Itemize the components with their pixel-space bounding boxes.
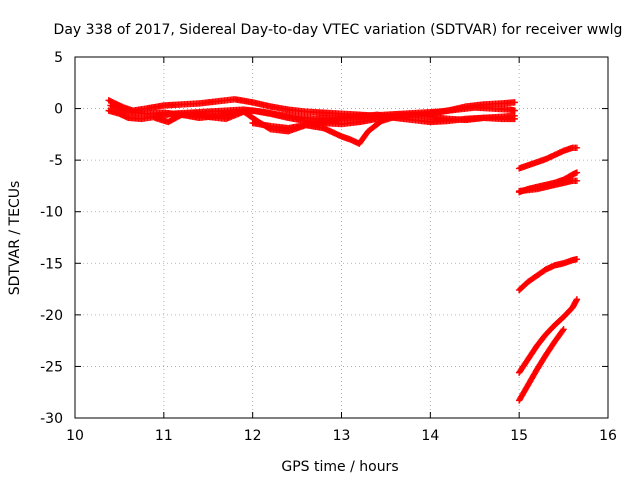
y-tick-label: -25	[40, 359, 63, 375]
data-point	[573, 144, 581, 151]
data-point	[511, 115, 518, 123]
series-11	[515, 326, 567, 404]
data-point	[560, 326, 567, 333]
x-tick-label: 16	[599, 428, 617, 444]
data-point	[573, 177, 581, 184]
series-8	[515, 177, 581, 195]
series-10	[515, 296, 581, 376]
data-points	[105, 96, 581, 404]
x-axis-label: GPS time / hours	[281, 459, 398, 475]
y-tick-label: -15	[40, 256, 63, 272]
axis-ticks: 10 11 12 13 14 15 16 5 0 -5 -10 -15 -20 -25 -30	[40, 50, 617, 444]
x-tick-label: 10	[66, 428, 84, 444]
x-tick-label: 11	[155, 428, 173, 444]
data-point	[573, 296, 581, 303]
x-tick-label: 14	[421, 428, 439, 444]
x-tick-label: 12	[244, 428, 262, 444]
data-point	[573, 255, 581, 263]
series-5	[249, 111, 518, 132]
y-tick-label: -20	[40, 308, 63, 324]
series-9	[515, 255, 581, 294]
y-tick-label: -30	[40, 411, 63, 427]
y-tick-label: 5	[54, 50, 63, 66]
x-tick-label: 15	[510, 428, 528, 444]
y-tick-label: -10	[40, 205, 63, 221]
x-tick-label: 13	[333, 428, 351, 444]
y-axis-label: SDTVAR / TECUs	[7, 181, 23, 296]
data-point	[573, 169, 581, 176]
data-point	[511, 99, 518, 106]
series-6	[515, 144, 581, 172]
chart-title: Day 338 of 2017, Sidereal Day-to-day VTE…	[54, 22, 623, 38]
y-tick-label: 0	[54, 102, 63, 118]
data-point	[559, 327, 566, 334]
y-tick-label: -5	[49, 153, 63, 169]
plot-frame	[74, 56, 609, 419]
